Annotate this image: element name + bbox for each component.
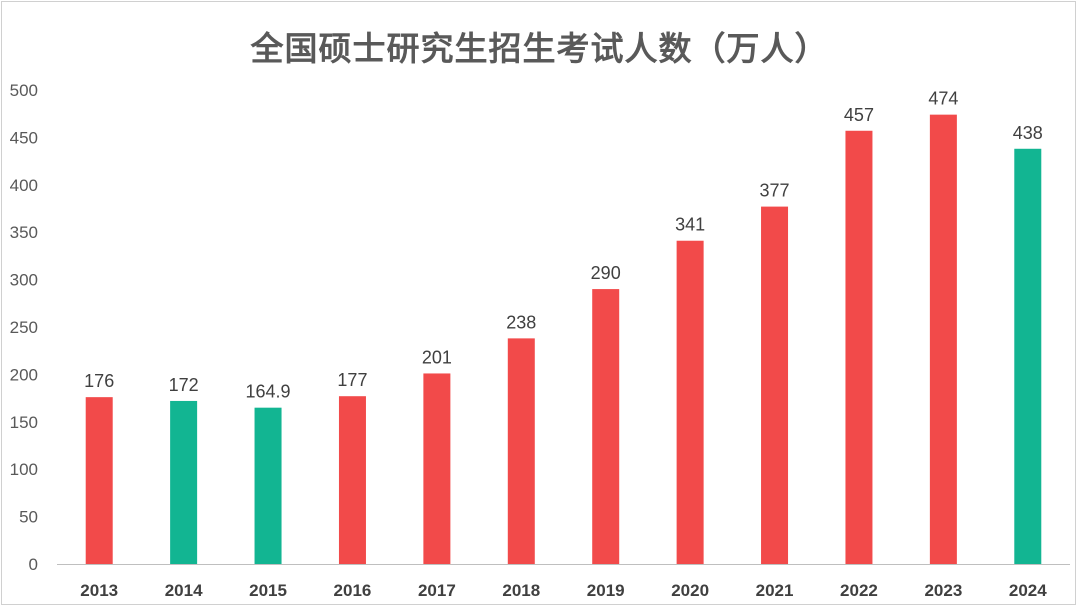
bar-2017: [423, 373, 451, 564]
y-tick-label: 0: [29, 555, 38, 574]
x-tick-label-2017: 2017: [418, 581, 456, 600]
data-label-2020: 341: [675, 215, 705, 235]
x-tick-label-2018: 2018: [502, 581, 540, 600]
y-tick-label: 450: [10, 128, 38, 147]
y-tick-label: 50: [19, 508, 38, 527]
data-label-2021: 377: [760, 181, 790, 201]
y-tick-label: 200: [10, 365, 38, 384]
x-tick-label-2019: 2019: [587, 581, 625, 600]
data-label-2024: 438: [1013, 123, 1043, 143]
bar-2020: [676, 240, 704, 564]
y-tick-label: 500: [10, 81, 38, 100]
y-tick-label: 300: [10, 271, 38, 290]
bar-2013: [85, 397, 113, 564]
x-tick-label-2013: 2013: [80, 581, 118, 600]
bar-2019: [592, 289, 620, 564]
x-tick-label-2021: 2021: [756, 581, 794, 600]
chart-title: 全国硕士研究生招生考试人数（万人）: [250, 29, 829, 68]
bar-2021: [761, 206, 789, 564]
x-tick-label-2022: 2022: [840, 581, 878, 600]
x-axis-tick-labels: 2013 2014 2015 2016 2017 2018 2019 2020 2021 2022…: [80, 581, 1047, 600]
data-label-2016: 177: [337, 370, 367, 390]
x-tick-label-2024: 2024: [1009, 581, 1047, 600]
y-axis-tick-labels: 0 50 100 150 200 250 300 350 400 450 500: [10, 81, 38, 574]
bar-2016: [338, 396, 366, 564]
y-tick-label: 100: [10, 460, 38, 479]
data-label-2023: 474: [928, 89, 958, 109]
y-tick-label: 400: [10, 176, 38, 195]
x-tick-label-2016: 2016: [334, 581, 372, 600]
bar-2024: [1014, 148, 1042, 564]
data-labels: 176 172 164.9 177 201 238 290 341 377 457 474 438: [84, 89, 1043, 402]
x-tick-label-2014: 2014: [165, 581, 203, 600]
data-label-2019: 290: [591, 263, 621, 283]
y-tick-label: 350: [10, 223, 38, 242]
data-label-2013: 176: [84, 371, 114, 391]
bars: [85, 114, 1042, 564]
data-label-2018: 238: [506, 312, 536, 332]
data-label-2014: 172: [169, 375, 199, 395]
x-tick-label-2020: 2020: [671, 581, 709, 600]
bar-2022: [845, 130, 873, 564]
data-label-2017: 201: [422, 347, 452, 367]
x-tick-label-2023: 2023: [924, 581, 962, 600]
x-tick-label-2015: 2015: [249, 581, 287, 600]
bar-2023: [929, 114, 957, 564]
data-label-2022: 457: [844, 105, 874, 125]
y-tick-label: 150: [10, 413, 38, 432]
data-label-2015: 164.9: [246, 382, 291, 402]
bar-2015: [254, 407, 282, 564]
y-tick-label: 250: [10, 318, 38, 337]
bar-2014: [170, 400, 198, 564]
bar-2018: [507, 338, 535, 564]
